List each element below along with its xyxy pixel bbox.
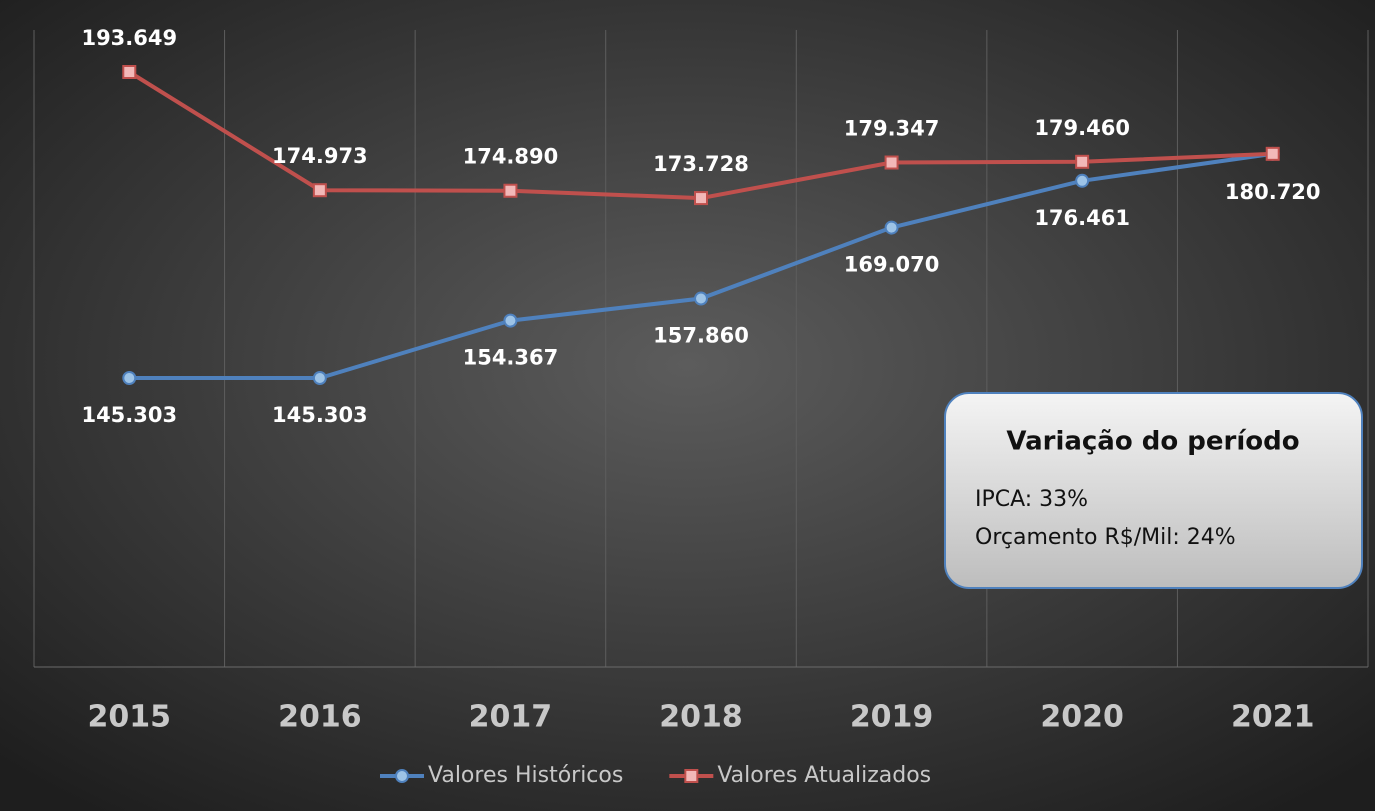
x-tick-label: 2016 — [278, 700, 362, 735]
marker — [503, 313, 518, 328]
x-tick-label: 2019 — [850, 700, 934, 735]
marker — [1075, 154, 1090, 169]
annotation-line: Orçamento R$/Mil: 24% — [975, 525, 1236, 550]
data-label: 180.720 — [1225, 180, 1321, 204]
data-label: 176.461 — [1034, 206, 1130, 230]
marker — [884, 220, 899, 235]
data-label: 145.303 — [272, 403, 368, 427]
x-tick-label: 2017 — [469, 700, 553, 735]
legend-marker — [395, 769, 409, 783]
annotation-line: IPCA: 33% — [975, 487, 1088, 512]
annotation-title: Variação do período — [1006, 427, 1299, 457]
legend-label: Valores Atualizados — [717, 763, 931, 788]
marker — [1265, 146, 1280, 161]
data-label: 174.973 — [272, 144, 368, 168]
data-label: 179.347 — [844, 117, 940, 141]
marker — [694, 191, 708, 206]
data-label: 157.860 — [653, 324, 749, 348]
marker — [884, 155, 899, 170]
data-label: 145.303 — [81, 403, 177, 427]
marker — [694, 291, 708, 306]
marker — [1075, 173, 1090, 188]
data-label: 169.070 — [844, 253, 940, 277]
marker — [122, 371, 137, 385]
data-label: 174.890 — [463, 145, 559, 169]
marker — [312, 183, 327, 198]
data-label: 154.367 — [463, 346, 559, 370]
marker — [503, 183, 518, 198]
x-tick-label: 2018 — [659, 700, 743, 735]
data-label: 173.728 — [653, 152, 749, 176]
annotation: Variação do período IPCA: 33% Orçamento … — [944, 392, 1363, 589]
marker — [312, 371, 327, 385]
marker — [122, 65, 137, 79]
annotation-box — [944, 392, 1363, 589]
legend-label: Valores Históricos — [428, 763, 623, 788]
data-label: 179.460 — [1034, 116, 1130, 140]
legend-marker — [684, 769, 699, 783]
x-tick-label: 2020 — [1040, 700, 1124, 735]
x-tick-label: 2021 — [1231, 700, 1315, 735]
x-tick-label: 2015 — [88, 700, 172, 735]
data-label: 193.649 — [81, 26, 177, 50]
